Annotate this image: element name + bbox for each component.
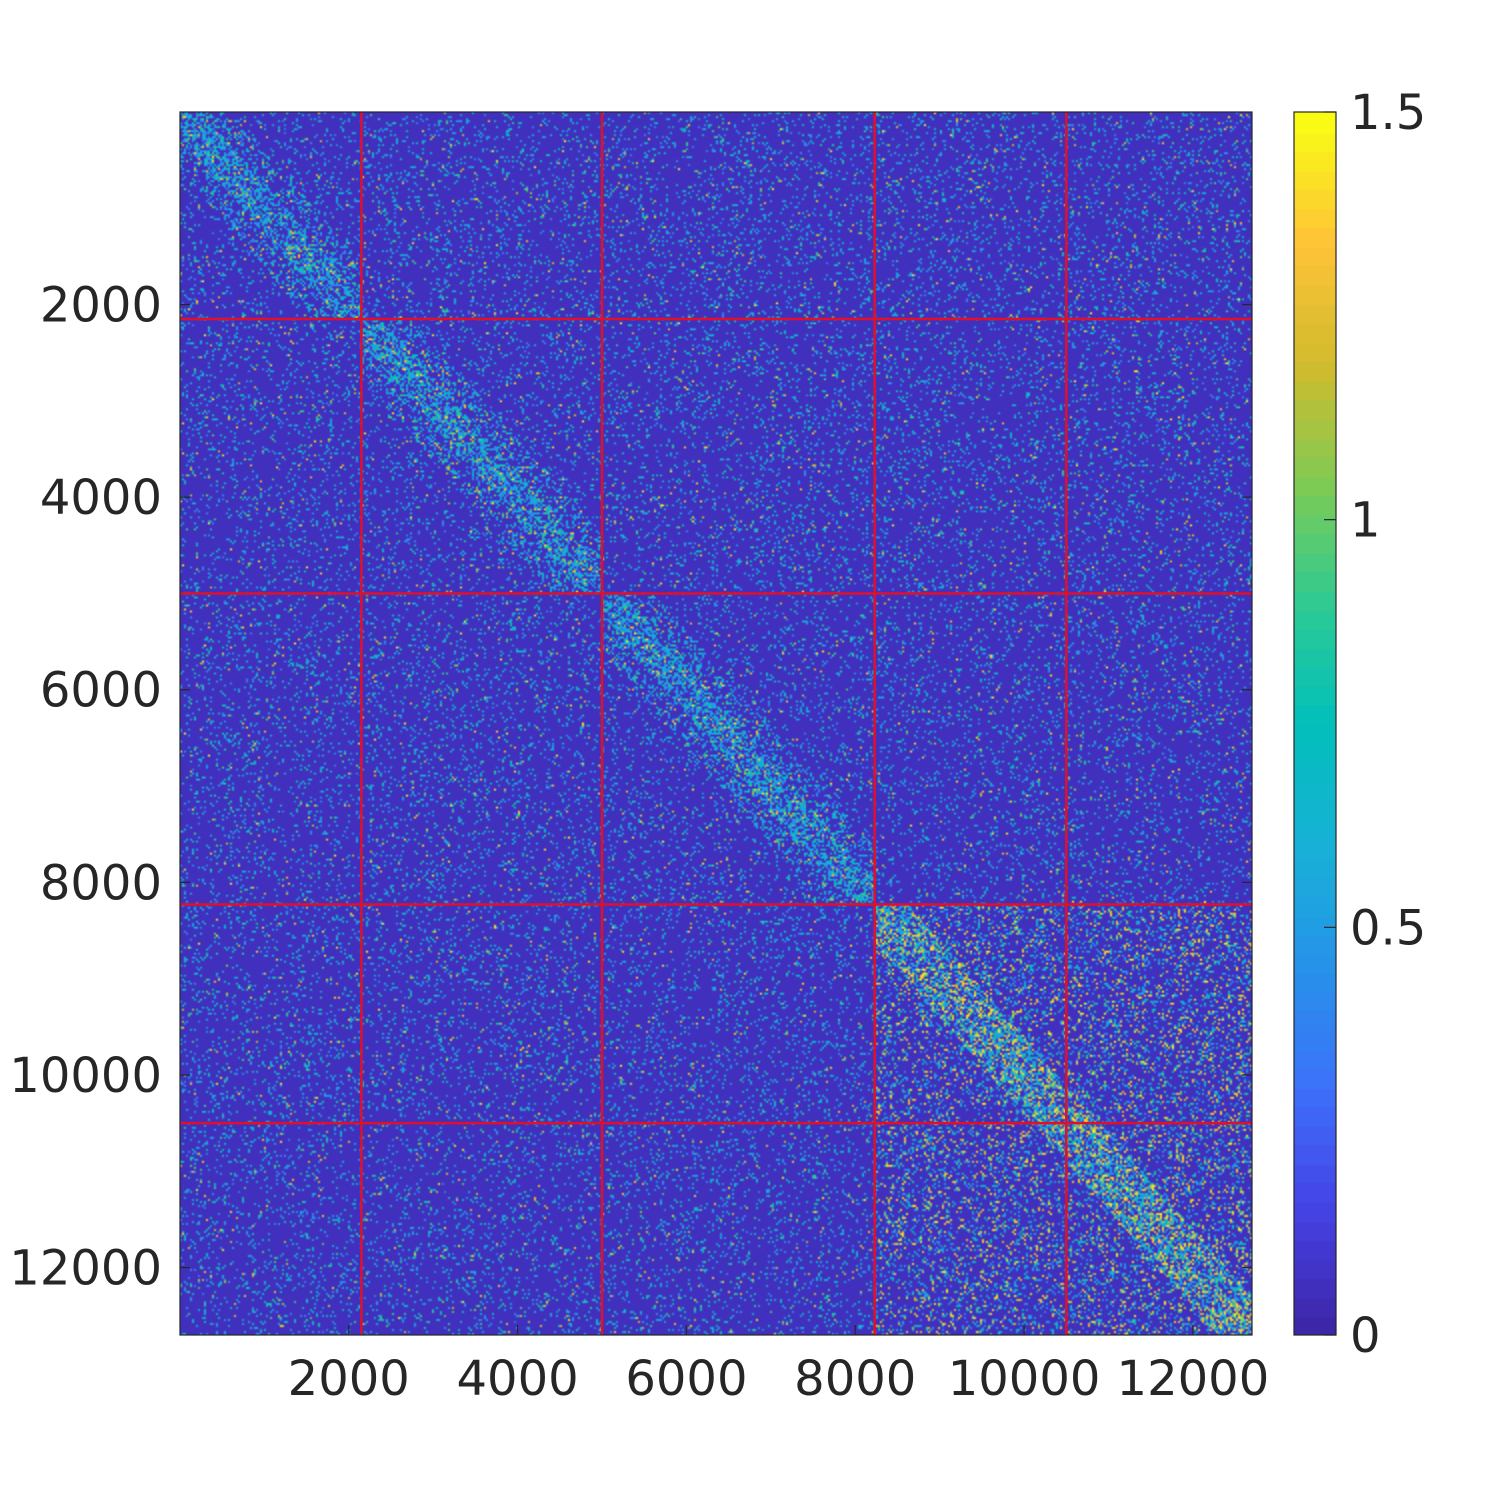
colorbar-tick-label: 0 — [1350, 1308, 1381, 1364]
colorbar-frame — [1293, 111, 1337, 1336]
x-tick-label: 8000 — [794, 1351, 916, 1407]
x-tick-label: 6000 — [625, 1351, 747, 1407]
y-tick-label: 6000 — [40, 663, 162, 719]
y-axis-ticks: 2000 4000 6000 8000 10000 12000 — [9, 278, 1252, 1297]
colorbar-tick-label: 0.5 — [1350, 900, 1426, 956]
y-tick-label: 2000 — [40, 278, 162, 334]
colorbar-tick-label: 1.5 — [1350, 85, 1426, 141]
x-tick-label: 4000 — [457, 1351, 579, 1407]
colorbar-ticks: 0 0.5 1 1.5 — [1324, 85, 1426, 1364]
y-tick-label: 12000 — [9, 1241, 162, 1297]
block-boundary-lines — [180, 112, 1252, 1335]
heatmap-image — [180, 112, 1252, 1335]
plot-frame — [179, 111, 1253, 1336]
x-tick-label: 10000 — [948, 1351, 1101, 1407]
x-tick-label: 2000 — [288, 1351, 410, 1407]
y-tick-label: 4000 — [40, 470, 162, 526]
y-tick-label: 10000 — [9, 1048, 162, 1104]
colorbar-tick-label: 1 — [1350, 493, 1381, 549]
y-tick-label: 8000 — [40, 855, 162, 911]
colorbar-gradient — [1294, 112, 1336, 1335]
x-axis-ticks: 2000 4000 6000 8000 10000 12000 — [288, 1325, 1270, 1407]
x-tick-label: 12000 — [1117, 1351, 1270, 1407]
